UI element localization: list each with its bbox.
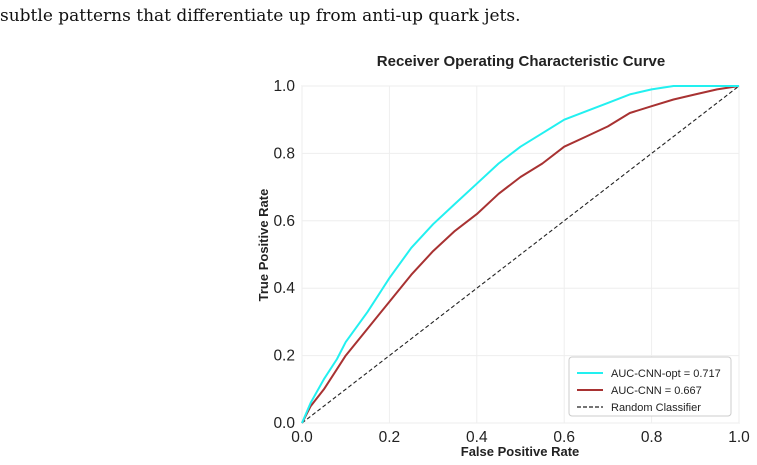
y-tick-label: 0.2 xyxy=(273,348,295,365)
legend-label-random: Random Classifier xyxy=(611,402,701,414)
grid-lines xyxy=(301,85,740,424)
y-tick-label: 0.8 xyxy=(273,145,295,162)
y-tick-label: 0.6 xyxy=(273,213,295,230)
series-layer xyxy=(301,85,740,424)
series-line-cnn-opt xyxy=(301,85,739,424)
y-tick-label: 1.0 xyxy=(273,78,295,95)
x-tick-label: 1.0 xyxy=(728,429,750,446)
series-line-random xyxy=(301,85,740,424)
x-axis-label: False Positive Rate xyxy=(461,444,580,459)
y-axis-label: True Positive Rate xyxy=(256,189,271,302)
x-tick-label: 0.2 xyxy=(379,429,401,446)
x-tick-label: 0.0 xyxy=(291,429,313,446)
y-tick-label: 0.0 xyxy=(273,415,295,432)
legend: AUC-CNN-opt = 0.717 AUC-CNN = 0.667 Rand… xyxy=(568,356,732,417)
tick-labels: 0.0 0.2 0.4 0.6 0.8 1.0 0.0 0.2 0.4 0.6 0.8 1.0 xyxy=(273,78,750,446)
x-tick-label: 0.6 xyxy=(553,429,575,446)
x-tick-label: 0.4 xyxy=(466,429,488,446)
legend-box xyxy=(568,356,732,417)
series-line-cnn xyxy=(301,85,740,424)
y-tick-label: 0.4 xyxy=(273,280,295,297)
legend-label-cnn: AUC-CNN = 0.667 xyxy=(611,385,702,397)
caption-text: subtle patterns that differentiate up fr… xyxy=(0,6,521,26)
legend-label-cnn-opt: AUC-CNN-opt = 0.717 xyxy=(611,368,721,380)
chart-title: Receiver Operating Characteristic Curve xyxy=(377,53,665,70)
x-tick-label: 0.8 xyxy=(641,429,663,446)
